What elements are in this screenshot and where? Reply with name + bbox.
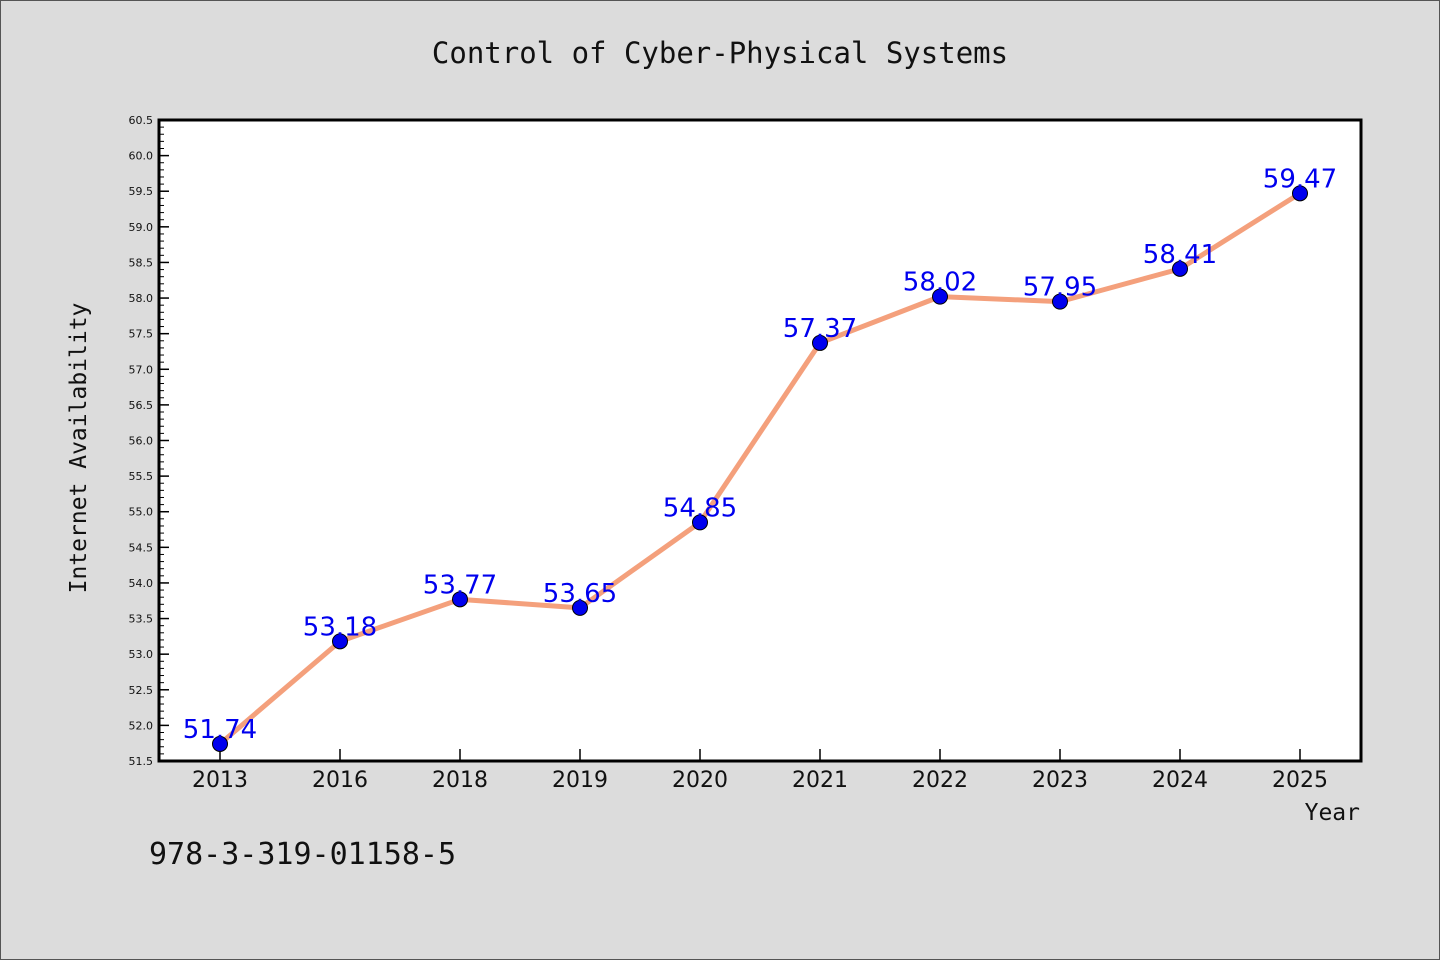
x-tick-label: 2025 bbox=[1272, 768, 1328, 793]
data-label: 57.95 bbox=[1023, 273, 1097, 303]
data-label: 54.85 bbox=[663, 493, 737, 523]
y-tick-label: 54.0 bbox=[129, 577, 154, 590]
y-tick-label: 58.5 bbox=[129, 256, 154, 269]
data-label: 58.02 bbox=[903, 268, 977, 298]
data-labels: 51.74 53.18 53.77 53.65 54.85 57.37 58.02 57.95… bbox=[183, 164, 1337, 745]
x-tick-label: 2018 bbox=[432, 768, 488, 793]
data-point bbox=[1172, 260, 1188, 277]
x-tick-label: 2020 bbox=[672, 768, 728, 793]
chart-title: Control of Cyber-Physical Systems bbox=[432, 36, 1008, 70]
y-tick-label: 60.5 bbox=[129, 114, 154, 127]
y-tick-label: 53.0 bbox=[129, 648, 154, 661]
data-label: 57.37 bbox=[783, 314, 857, 344]
y-tick-label: 56.0 bbox=[129, 435, 154, 448]
y-axis-ticks: 51.5 52.0 52.5 53.0 53.5 54.0 54.5 55.0 55.5 56.0… bbox=[129, 114, 169, 768]
y-tick-label: 52.5 bbox=[129, 684, 154, 697]
data-point bbox=[572, 599, 588, 616]
data-point bbox=[1052, 293, 1068, 310]
y-tick-label: 59.5 bbox=[129, 185, 154, 198]
y-tick-label: 59.0 bbox=[129, 221, 154, 234]
x-tick-label: 2019 bbox=[552, 768, 608, 793]
x-axis-label: Year bbox=[1305, 800, 1360, 826]
data-label: 53.77 bbox=[423, 570, 497, 600]
data-point bbox=[692, 514, 708, 531]
y-tick-label: 54.5 bbox=[129, 541, 154, 554]
x-tick-label: 2022 bbox=[912, 768, 968, 793]
data-point bbox=[812, 334, 828, 351]
data-point bbox=[932, 288, 948, 305]
data-label: 51.74 bbox=[183, 715, 257, 745]
y-axis-label: Internet Availability bbox=[66, 303, 92, 594]
y-tick-label: 53.5 bbox=[129, 613, 154, 626]
y-tick-label: 55.5 bbox=[129, 470, 154, 483]
series-line bbox=[217, 190, 1303, 747]
x-axis-ticks: 2013 2016 2018 2019 2020 2021 2022 2023 2024 2025 bbox=[192, 749, 1328, 793]
data-label: 59.47 bbox=[1263, 164, 1337, 194]
y-tick-label: 58.0 bbox=[129, 292, 154, 305]
y-tick-label: 57.0 bbox=[129, 363, 154, 376]
data-label: 58.41 bbox=[1143, 240, 1217, 270]
y-tick-label: 55.0 bbox=[129, 506, 154, 519]
data-label: 53.65 bbox=[543, 579, 617, 609]
x-tick-label: 2013 bbox=[192, 768, 248, 793]
data-point bbox=[332, 633, 348, 650]
x-tick-label: 2016 bbox=[312, 768, 368, 793]
y-tick-label: 51.5 bbox=[129, 755, 154, 768]
y-tick-label: 60.0 bbox=[129, 150, 154, 163]
x-tick-label: 2021 bbox=[792, 768, 848, 793]
data-point bbox=[452, 591, 468, 608]
y-tick-label: 56.5 bbox=[129, 399, 154, 412]
x-tick-label: 2024 bbox=[1152, 768, 1208, 793]
plot-area bbox=[157, 118, 1363, 763]
footer-isbn: 978-3-319-01158-5 bbox=[149, 837, 456, 872]
x-tick-label: 2023 bbox=[1032, 768, 1088, 793]
y-tick-label: 52.0 bbox=[129, 719, 154, 732]
data-label: 53.18 bbox=[303, 612, 377, 642]
data-point bbox=[1292, 185, 1308, 202]
series-markers bbox=[212, 185, 1308, 752]
data-point bbox=[212, 735, 228, 752]
y-tick-label: 57.5 bbox=[129, 328, 154, 341]
